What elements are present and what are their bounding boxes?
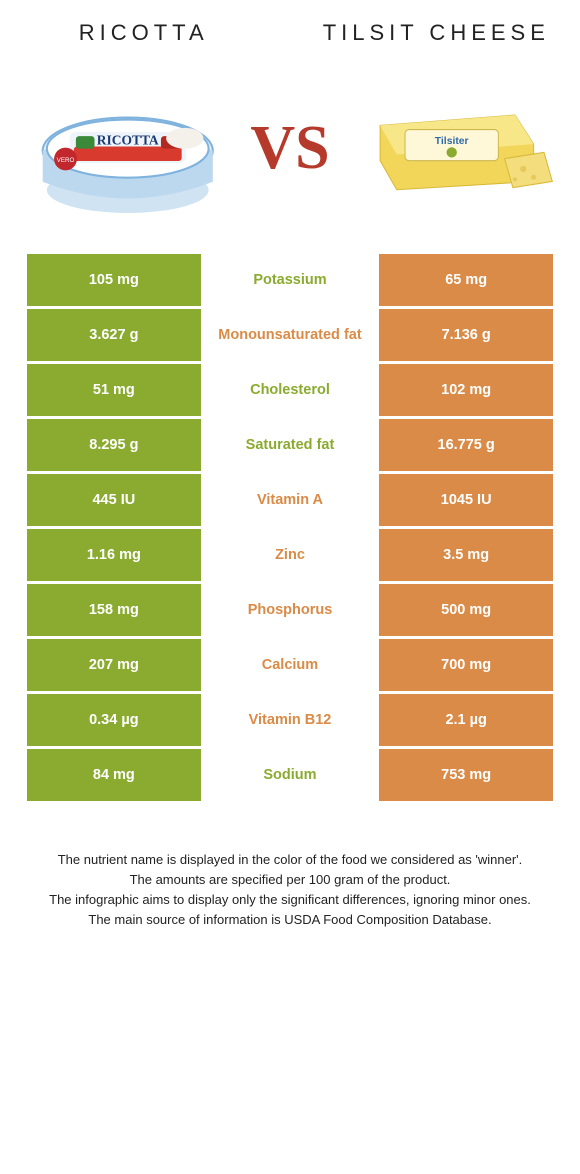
- footer-notes: The nutrient name is displayed in the co…: [24, 850, 556, 931]
- left-value: 158 mg: [27, 584, 201, 636]
- nutrient-label: Saturated fat: [204, 419, 377, 471]
- title-left: RICOTTA: [24, 18, 263, 48]
- header-row: RICOTTA TILSIT CHEESE: [24, 18, 556, 48]
- left-value: 8.295 g: [27, 419, 201, 471]
- table-row: 84 mgSodium753 mg: [27, 749, 553, 801]
- left-value: 0.34 µg: [27, 694, 201, 746]
- table-row: 1.16 mgZinc3.5 mg: [27, 529, 553, 581]
- tilsit-icon: Tilsiter: [349, 86, 556, 210]
- right-value: 3.5 mg: [379, 529, 553, 581]
- right-image: Tilsiter: [349, 86, 556, 210]
- left-value: 51 mg: [27, 364, 201, 416]
- footer-line-1: The nutrient name is displayed in the co…: [30, 850, 550, 870]
- nutrient-label: Sodium: [204, 749, 377, 801]
- nutrient-label: Zinc: [204, 529, 377, 581]
- nutrient-label: Phosphorus: [204, 584, 377, 636]
- left-value: 105 mg: [27, 254, 201, 306]
- vs-label: VS: [231, 113, 348, 184]
- table-row: 207 mgCalcium700 mg: [27, 639, 553, 691]
- footer-line-2: The amounts are specified per 100 gram o…: [30, 870, 550, 890]
- footer-line-4: The main source of information is USDA F…: [30, 910, 550, 930]
- table-row: 3.627 gMonounsaturated fat7.136 g: [27, 309, 553, 361]
- svg-text:Tilsiter: Tilsiter: [434, 136, 468, 147]
- nutrient-label: Vitamin A: [204, 474, 377, 526]
- table-row: 105 mgPotassium65 mg: [27, 254, 553, 306]
- header-left: RICOTTA: [24, 18, 263, 48]
- nutrient-label: Cholesterol: [204, 364, 377, 416]
- right-value: 65 mg: [379, 254, 553, 306]
- ricotta-icon: RICOTTA VERO: [24, 76, 231, 221]
- left-value: 1.16 mg: [27, 529, 201, 581]
- left-value: 445 IU: [27, 474, 201, 526]
- svg-text:RICOTTA: RICOTTA: [97, 132, 159, 147]
- image-row: RICOTTA VERO VS Tilsiter: [24, 76, 556, 221]
- table-row: 158 mgPhosphorus500 mg: [27, 584, 553, 636]
- title-right: TILSIT CHEESE: [317, 18, 556, 48]
- footer-line-3: The infographic aims to display only the…: [30, 890, 550, 910]
- nutrient-label: Monounsaturated fat: [204, 309, 377, 361]
- right-value: 753 mg: [379, 749, 553, 801]
- right-value: 1045 IU: [379, 474, 553, 526]
- left-value: 207 mg: [27, 639, 201, 691]
- right-value: 102 mg: [379, 364, 553, 416]
- right-value: 500 mg: [379, 584, 553, 636]
- header-right: TILSIT CHEESE: [317, 18, 556, 48]
- nutrient-label: Potassium: [204, 254, 377, 306]
- right-value: 16.775 g: [379, 419, 553, 471]
- table-row: 0.34 µgVitamin B122.1 µg: [27, 694, 553, 746]
- right-value: 2.1 µg: [379, 694, 553, 746]
- right-value: 7.136 g: [379, 309, 553, 361]
- left-image: RICOTTA VERO: [24, 76, 231, 221]
- table-row: 8.295 gSaturated fat16.775 g: [27, 419, 553, 471]
- table-row: 445 IUVitamin A1045 IU: [27, 474, 553, 526]
- nutrient-label: Calcium: [204, 639, 377, 691]
- left-value: 3.627 g: [27, 309, 201, 361]
- nutrient-label: Vitamin B12: [204, 694, 377, 746]
- left-value: 84 mg: [27, 749, 201, 801]
- right-value: 700 mg: [379, 639, 553, 691]
- table-row: 51 mgCholesterol102 mg: [27, 364, 553, 416]
- comparison-table: 105 mgPotassium65 mg3.627 gMonounsaturat…: [24, 251, 556, 804]
- svg-text:VERO: VERO: [57, 157, 75, 164]
